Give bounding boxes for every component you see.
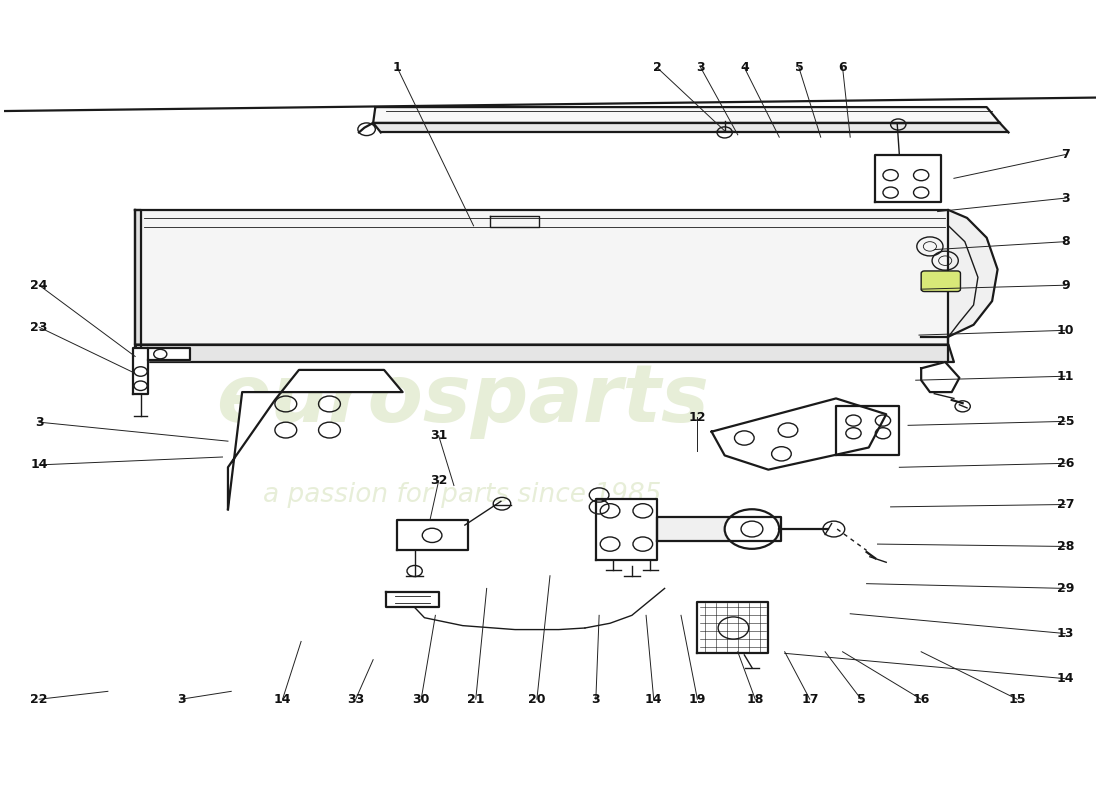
Polygon shape <box>228 370 403 510</box>
Polygon shape <box>397 520 469 550</box>
Circle shape <box>823 521 845 537</box>
Text: 9: 9 <box>1062 278 1069 292</box>
Polygon shape <box>921 362 959 392</box>
Text: 32: 32 <box>430 474 448 487</box>
Text: 25: 25 <box>1056 415 1074 428</box>
Polygon shape <box>135 345 954 362</box>
Text: 22: 22 <box>31 693 48 706</box>
Polygon shape <box>133 348 148 394</box>
Text: eurosparts: eurosparts <box>217 361 710 439</box>
Polygon shape <box>657 517 781 541</box>
Text: 3: 3 <box>592 693 601 706</box>
Polygon shape <box>373 107 1000 123</box>
Polygon shape <box>948 210 998 337</box>
Text: 11: 11 <box>1056 370 1074 382</box>
Polygon shape <box>386 591 439 607</box>
Text: 19: 19 <box>689 693 706 706</box>
Text: 12: 12 <box>689 411 706 424</box>
Text: 18: 18 <box>747 693 763 706</box>
Polygon shape <box>697 602 768 654</box>
Polygon shape <box>836 406 900 455</box>
Text: 28: 28 <box>1057 540 1074 553</box>
Text: 3: 3 <box>177 693 185 706</box>
Text: 1: 1 <box>393 61 402 74</box>
Text: 23: 23 <box>31 321 47 334</box>
Text: 27: 27 <box>1056 498 1074 511</box>
Text: 14: 14 <box>31 458 48 471</box>
Text: 26: 26 <box>1057 457 1074 470</box>
Text: 15: 15 <box>1009 693 1026 706</box>
Polygon shape <box>135 210 141 362</box>
Polygon shape <box>133 348 189 361</box>
Text: 16: 16 <box>913 693 930 706</box>
Text: 6: 6 <box>838 61 847 74</box>
Polygon shape <box>373 123 1009 133</box>
Text: 20: 20 <box>528 693 546 706</box>
FancyBboxPatch shape <box>921 271 960 291</box>
Circle shape <box>725 510 779 549</box>
Text: 14: 14 <box>1056 672 1074 685</box>
Polygon shape <box>135 210 948 345</box>
Text: 2: 2 <box>652 61 661 74</box>
Text: 7: 7 <box>1060 148 1069 161</box>
Text: 4: 4 <box>740 61 749 74</box>
Text: 8: 8 <box>1062 235 1069 248</box>
Text: 31: 31 <box>430 429 448 442</box>
Polygon shape <box>596 499 657 560</box>
Text: 24: 24 <box>31 278 48 292</box>
Text: 3: 3 <box>696 61 705 74</box>
Text: 5: 5 <box>794 61 803 74</box>
Text: 13: 13 <box>1057 627 1074 640</box>
Text: 17: 17 <box>801 693 818 706</box>
Polygon shape <box>876 154 940 202</box>
Text: a passion for parts since 1985: a passion for parts since 1985 <box>264 482 662 508</box>
Text: 21: 21 <box>468 693 484 706</box>
Text: 5: 5 <box>857 693 866 706</box>
Text: 3: 3 <box>35 416 43 429</box>
Text: 14: 14 <box>274 693 292 706</box>
Text: 10: 10 <box>1056 324 1074 337</box>
Text: 30: 30 <box>412 693 430 706</box>
Polygon shape <box>712 398 887 470</box>
Text: 3: 3 <box>1062 192 1069 205</box>
Text: 29: 29 <box>1057 582 1074 595</box>
Text: 33: 33 <box>348 693 364 706</box>
Text: 14: 14 <box>645 693 662 706</box>
